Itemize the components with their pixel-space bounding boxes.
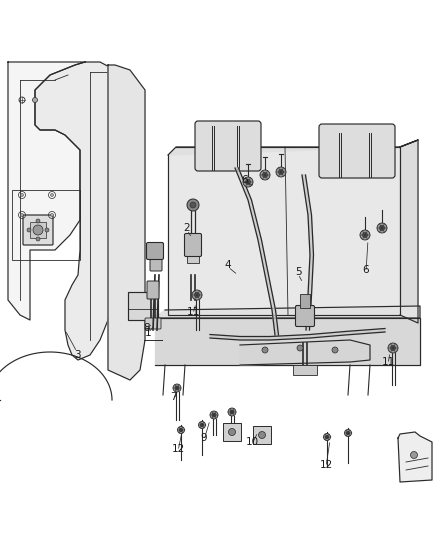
- Circle shape: [33, 225, 43, 235]
- FancyBboxPatch shape: [30, 222, 46, 238]
- Circle shape: [173, 384, 181, 392]
- Polygon shape: [240, 340, 370, 365]
- Polygon shape: [155, 318, 420, 365]
- Circle shape: [210, 411, 218, 419]
- FancyBboxPatch shape: [195, 121, 261, 171]
- Circle shape: [345, 430, 352, 437]
- FancyBboxPatch shape: [128, 292, 158, 320]
- FancyBboxPatch shape: [23, 215, 53, 245]
- Circle shape: [212, 413, 216, 417]
- Text: 9: 9: [201, 433, 207, 443]
- Circle shape: [36, 237, 40, 241]
- Text: 6: 6: [242, 175, 248, 185]
- Circle shape: [45, 228, 49, 232]
- Text: 7: 7: [170, 392, 177, 402]
- Circle shape: [332, 347, 338, 353]
- Circle shape: [190, 202, 196, 208]
- Circle shape: [192, 290, 202, 300]
- FancyBboxPatch shape: [319, 124, 395, 178]
- Polygon shape: [168, 147, 400, 315]
- Text: 1: 1: [145, 328, 151, 338]
- Circle shape: [258, 432, 265, 439]
- Circle shape: [36, 219, 40, 223]
- Circle shape: [262, 173, 268, 177]
- Circle shape: [175, 386, 179, 390]
- Circle shape: [21, 214, 24, 216]
- Text: 12: 12: [319, 460, 332, 470]
- Circle shape: [324, 433, 331, 440]
- Circle shape: [243, 177, 253, 187]
- Circle shape: [230, 410, 234, 414]
- Circle shape: [377, 223, 387, 233]
- Text: 11: 11: [381, 357, 395, 367]
- Text: 11: 11: [187, 307, 200, 317]
- Polygon shape: [35, 62, 130, 360]
- FancyBboxPatch shape: [145, 318, 161, 329]
- Circle shape: [229, 429, 236, 435]
- Polygon shape: [235, 168, 279, 335]
- Circle shape: [177, 426, 184, 433]
- Text: 10: 10: [245, 437, 258, 447]
- FancyBboxPatch shape: [253, 426, 271, 444]
- FancyBboxPatch shape: [300, 294, 310, 308]
- Circle shape: [391, 345, 396, 351]
- Circle shape: [276, 167, 286, 177]
- Circle shape: [200, 423, 204, 427]
- Circle shape: [32, 98, 38, 102]
- Circle shape: [325, 435, 329, 439]
- FancyBboxPatch shape: [293, 365, 317, 375]
- Circle shape: [194, 293, 199, 297]
- FancyBboxPatch shape: [146, 243, 163, 260]
- Circle shape: [27, 228, 31, 232]
- Text: 8: 8: [144, 323, 150, 333]
- FancyBboxPatch shape: [296, 305, 314, 327]
- Circle shape: [297, 345, 303, 351]
- Circle shape: [50, 214, 53, 216]
- Text: 3: 3: [74, 350, 80, 360]
- Circle shape: [363, 232, 367, 238]
- Circle shape: [50, 193, 53, 197]
- Circle shape: [260, 170, 270, 180]
- Polygon shape: [302, 175, 314, 330]
- FancyBboxPatch shape: [187, 254, 199, 263]
- Text: 6: 6: [363, 265, 369, 275]
- Circle shape: [228, 408, 236, 416]
- Circle shape: [187, 199, 199, 211]
- Text: 2: 2: [184, 223, 191, 233]
- Polygon shape: [398, 432, 432, 482]
- FancyBboxPatch shape: [184, 233, 201, 256]
- Text: 12: 12: [171, 444, 185, 454]
- Circle shape: [360, 230, 370, 240]
- Circle shape: [21, 193, 24, 197]
- Circle shape: [379, 225, 385, 230]
- FancyBboxPatch shape: [223, 423, 241, 441]
- Polygon shape: [155, 306, 420, 318]
- FancyBboxPatch shape: [150, 254, 162, 271]
- Polygon shape: [210, 328, 385, 340]
- Circle shape: [179, 428, 183, 432]
- Circle shape: [246, 180, 251, 184]
- Circle shape: [198, 422, 205, 429]
- Circle shape: [410, 451, 417, 458]
- Polygon shape: [8, 62, 85, 320]
- Circle shape: [346, 431, 350, 435]
- Polygon shape: [168, 140, 418, 155]
- Circle shape: [388, 343, 398, 353]
- Circle shape: [279, 169, 283, 174]
- FancyBboxPatch shape: [147, 281, 159, 299]
- Text: 4: 4: [225, 260, 231, 270]
- Polygon shape: [108, 65, 145, 380]
- Polygon shape: [400, 140, 418, 323]
- Text: 5: 5: [295, 267, 301, 277]
- Circle shape: [262, 347, 268, 353]
